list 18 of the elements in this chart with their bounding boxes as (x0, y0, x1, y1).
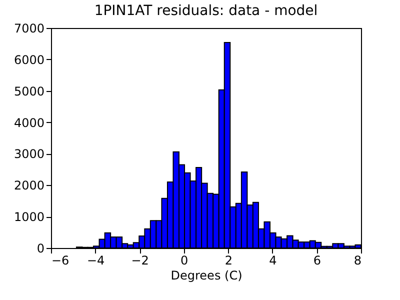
x-tick-label: −6 (52, 254, 70, 268)
y-tick-label: 7000 (14, 22, 44, 36)
x-tick-label: 4 (269, 254, 277, 268)
y-tick-label: 3000 (14, 147, 44, 162)
x-axis-title: Degrees (C) (170, 268, 242, 282)
x-tick-label: 0 (180, 254, 188, 268)
y-tick-label: 6000 (14, 52, 44, 67)
x-tick-label: −2 (131, 254, 149, 268)
y-tick-label: 2000 (14, 178, 44, 193)
y-tick-label: 1000 (14, 210, 44, 224)
x-tick-label: −4 (86, 254, 105, 268)
y-tick-label: 5000 (14, 84, 44, 98)
chart-title: 1PIN1AT residuals: data - model (94, 3, 318, 19)
x-tick-label: 8 (354, 254, 362, 268)
y-tick-label: 0 (36, 242, 44, 256)
x-tick-label: 2 (224, 254, 232, 268)
y-tick-label: 4000 (14, 116, 44, 130)
x-tick-label: 6 (313, 254, 322, 268)
